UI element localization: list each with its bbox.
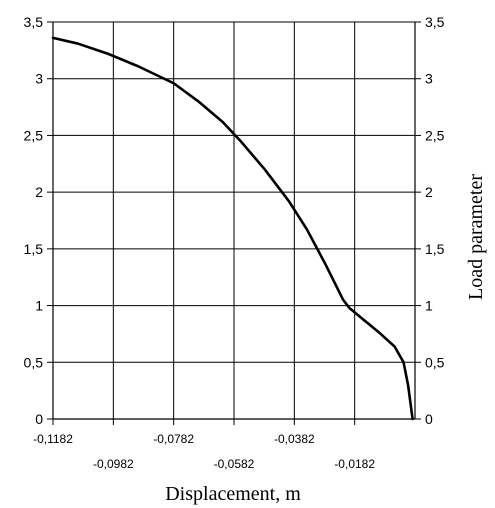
y-axis-label: Load parameter [465,174,487,300]
y-tick-label-right: 2,5 [425,127,445,143]
grid [53,22,415,419]
y-tick-label-left: 3,5 [24,14,44,30]
y-tick-label-left: 3 [35,71,43,87]
y-tick-label-right: 1 [425,298,433,314]
x-tick-label: -0,0382 [274,432,315,446]
x-tick-label: -0,0782 [153,432,194,446]
y-tick-label-right: 1,5 [425,241,445,257]
y-tick-label-right: 3,5 [425,14,445,30]
y-tick-label-left: 0 [35,411,43,427]
x-tick-label: -0,0582 [214,457,255,471]
x-tick-label: -0,0982 [93,457,134,471]
x-tick-label: -0,1182 [33,432,73,446]
y-tick-label-right: 0 [425,411,433,427]
y-tick-label-left: 2 [35,184,43,200]
y-tick-label-right: 0,5 [425,354,445,370]
y-tick-label-right: 3 [425,71,433,87]
y-tick-label-left: 0,5 [24,354,44,370]
series-layer [51,36,414,421]
series-line [51,36,414,421]
y-tick-label-left: 1,5 [24,241,44,257]
y-tick-label-left: 1 [35,298,43,314]
tick-marks [47,21,421,425]
tick-labels: 0 0 0,5 0,5 1 1 1,5 1,5 2 2 2,5 2,5 3 3 3,5 3,5 -0,1182 -… [24,14,445,471]
y-tick-label-left: 2,5 [24,127,44,143]
x-axis-label: Displacement, m [165,483,301,505]
y-tick-label-right: 2 [425,184,433,200]
x-tick-label: -0,0182 [334,457,375,471]
